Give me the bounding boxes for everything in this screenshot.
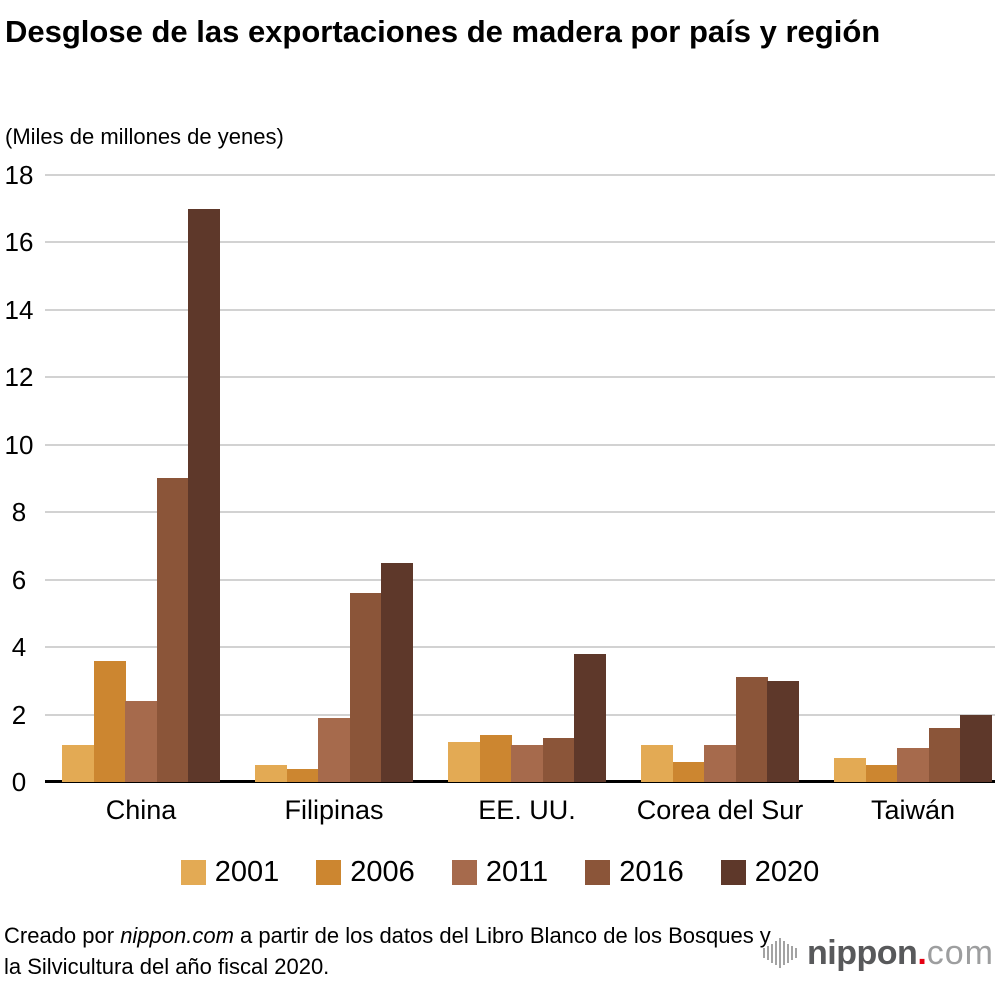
legend-item-2011: 2011 [451, 856, 549, 889]
legend-item-2006: 2006 [316, 856, 415, 889]
bar-ee-uu--2011 [511, 745, 543, 782]
bar-taiw-n-2006 [866, 765, 898, 782]
nippon-logo: nippon . com [763, 936, 994, 970]
source-note-suffix: a partir de los datos del Libro Blanco d… [4, 923, 771, 979]
y-tick-label-10: 10 [4, 430, 34, 460]
bar-china-2001 [62, 745, 94, 782]
y-tick-label-14: 14 [4, 295, 34, 325]
bar-taiw-n-2001 [834, 758, 866, 782]
bar-taiw-n-2016 [929, 728, 961, 782]
page-title: Desglose de las exportaciones de madera … [5, 14, 881, 49]
axis-unit-label: (Miles de millones de yenes) [5, 124, 284, 149]
legend-swatch-2016 [585, 860, 611, 885]
legend-label: 2001 [214, 856, 280, 888]
gridline-y4 [45, 646, 995, 648]
legend-swatch-2020 [720, 860, 746, 885]
bar-corea-del-sur-2006 [673, 762, 705, 782]
x-category-label: China [105, 795, 177, 825]
gridline-y8 [45, 511, 995, 513]
bar-china-2011 [125, 701, 157, 782]
gridline-y2 [45, 714, 995, 716]
bar-filipinas-2001 [255, 765, 287, 782]
gridline-y18 [45, 174, 995, 176]
bar-china-2006 [94, 661, 126, 782]
bar-ee-uu--2020 [574, 654, 606, 782]
y-tick-label-18: 18 [4, 160, 34, 190]
bar-corea-del-sur-2020 [767, 681, 799, 782]
bar-filipinas-2016 [350, 593, 382, 782]
x-category-label: Filipinas [284, 795, 384, 825]
legend-label: 2006 [350, 856, 415, 888]
legend-item-2001: 2001 [180, 856, 280, 889]
bar-taiw-n-2020 [960, 715, 992, 782]
source-note-brand: nippon.com [120, 923, 234, 948]
gridline-y14 [45, 309, 995, 311]
bar-corea-del-sur-2016 [736, 677, 768, 782]
gridline-y12 [45, 376, 995, 378]
y-tick-label-2: 2 [11, 700, 27, 730]
legend-label: 2020 [754, 856, 820, 888]
chart-legend: 2001 2006 2011 2016 2020 [0, 856, 1000, 889]
bar-ee-uu--2016 [543, 738, 575, 782]
logo-wordmark: nippon [807, 934, 918, 972]
legend-swatch-2011 [451, 860, 477, 885]
source-note-prefix: Creado por [4, 923, 121, 948]
bar-ee-uu--2001 [448, 742, 480, 782]
legend-label: 2016 [619, 856, 684, 888]
bar-taiw-n-2011 [897, 748, 929, 782]
y-tick-label-12: 12 [4, 362, 34, 392]
gridline-y10 [45, 444, 995, 446]
source-note: Creado por nippon.com a partir de los da… [4, 920, 774, 982]
bar-corea-del-sur-2011 [704, 745, 736, 782]
legend-swatch-2001 [180, 860, 206, 885]
bar-filipinas-2020 [381, 563, 413, 782]
gridline-y6 [45, 579, 995, 581]
bar-china-2020 [188, 209, 220, 782]
y-tick-label-16: 16 [4, 227, 34, 257]
bar-ee-uu--2006 [480, 735, 512, 782]
legend-item-2016: 2016 [585, 856, 684, 889]
bar-filipinas-2011 [318, 718, 350, 782]
x-category-label: EE. UU. [478, 795, 576, 825]
bar-china-2016 [157, 478, 189, 782]
bar-chart: 0 2 4 6 8 10 12 14 16 18 China Filipinas EE. UU. Core… [0, 162, 1000, 825]
legend-item-2020: 2020 [720, 856, 820, 889]
logo-tld: com [926, 934, 994, 972]
bar-corea-del-sur-2001 [641, 745, 673, 782]
bar-filipinas-2006 [287, 769, 319, 782]
logo-dot: . [917, 934, 927, 972]
soundwave-bars-icon [763, 936, 798, 970]
y-tick-label-0: 0 [11, 767, 27, 797]
gridline-y16 [45, 241, 995, 243]
x-category-label: Taiwán [870, 795, 956, 825]
legend-label: 2011 [485, 856, 549, 888]
y-tick-label-6: 6 [11, 565, 27, 595]
legend-swatch-2006 [316, 860, 342, 885]
x-category-label: Corea del Sur [636, 795, 804, 825]
y-tick-label-4: 4 [11, 632, 27, 662]
y-tick-label-8: 8 [11, 497, 27, 527]
